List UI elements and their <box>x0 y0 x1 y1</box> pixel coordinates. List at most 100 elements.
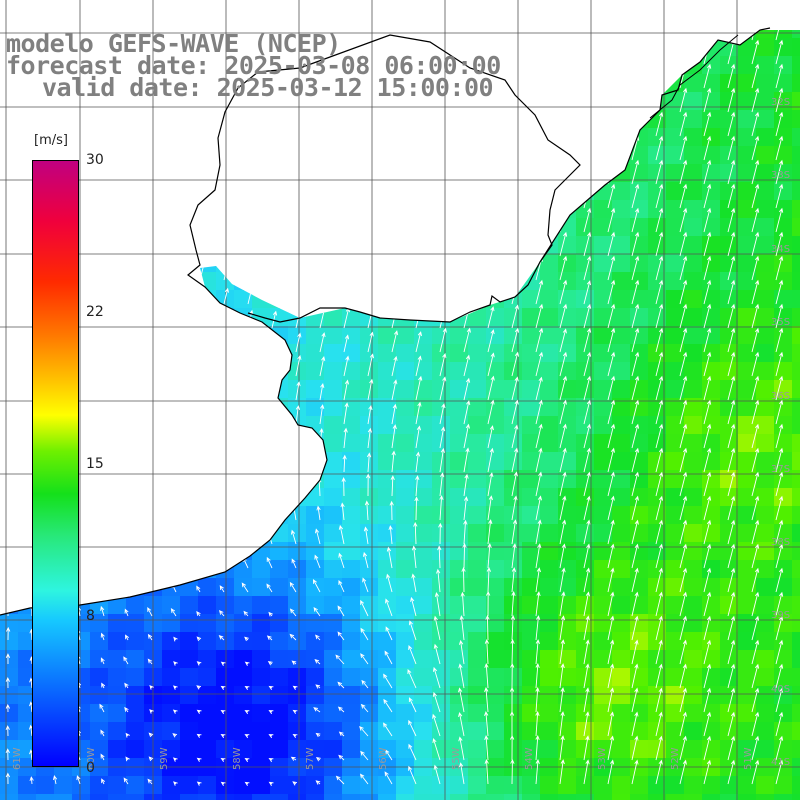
wind-speed-cell <box>468 560 487 579</box>
wind-speed-cell <box>792 56 800 75</box>
wind-speed-cell <box>234 470 253 489</box>
wind-speed-cell <box>720 596 739 615</box>
wind-speed-cell <box>324 236 343 255</box>
wind-arrow <box>559 639 565 665</box>
wind-arrow <box>127 121 133 137</box>
wind-arrow <box>411 545 417 569</box>
wind-speed-cell <box>792 308 800 327</box>
wind-speed-cell <box>558 254 577 273</box>
wind-speed-cell <box>756 524 775 543</box>
wind-arrow <box>366 473 371 497</box>
wind-arrow <box>655 255 664 281</box>
wind-arrow <box>244 734 250 739</box>
wind-speed-cell <box>450 146 469 165</box>
wind-speed-cell <box>0 650 19 669</box>
wind-speed-cell <box>180 524 199 543</box>
wind-speed-cell <box>504 776 523 795</box>
wind-speed-cell <box>522 794 541 800</box>
wind-arrow <box>751 39 760 65</box>
wind-arrow <box>415 255 424 281</box>
wind-speed-cell <box>792 416 800 435</box>
wind-speed-cell <box>432 110 451 129</box>
wind-speed-cell <box>216 200 235 219</box>
wind-arrow <box>559 255 568 281</box>
wind-arrow <box>751 111 760 137</box>
wind-arrow <box>314 528 321 545</box>
wind-speed-cell <box>0 722 19 741</box>
wind-speed-cell <box>756 74 775 93</box>
wind-arrow <box>459 762 465 785</box>
wind-speed-cell <box>666 344 685 363</box>
wind-arrow <box>751 231 760 257</box>
wind-speed-cell <box>468 452 487 471</box>
wind-speed-cell <box>414 578 433 597</box>
wind-speed-cell <box>288 614 307 633</box>
wind-speed-cell <box>360 110 379 129</box>
wind-speed-cell <box>198 128 217 147</box>
wind-arrow <box>432 713 441 737</box>
wind-speed-cell <box>378 524 397 543</box>
wind-speed-cell <box>306 236 325 255</box>
wind-speed-cell <box>612 30 631 39</box>
wind-arrow <box>101 682 106 689</box>
wind-speed-cell <box>378 560 397 579</box>
wind-arrow <box>487 111 496 137</box>
wind-speed-cell <box>342 560 361 579</box>
wind-arrow <box>631 303 640 329</box>
wind-arrow <box>631 111 640 137</box>
wind-speed-cell <box>684 398 703 417</box>
wind-speed-cell <box>252 776 271 795</box>
wind-speed-cell <box>270 218 289 237</box>
wind-speed-cell <box>540 596 559 615</box>
wind-arrow <box>367 378 374 401</box>
wind-arrow <box>338 552 345 569</box>
wind-arrow <box>415 114 423 137</box>
wind-speed-cell <box>270 704 289 723</box>
wind-arrow <box>410 596 417 617</box>
wind-speed-cell <box>738 236 757 255</box>
wind-speed-cell <box>756 128 775 147</box>
latitude-label: 40S <box>771 684 790 695</box>
wind-arrow <box>127 143 134 161</box>
wind-speed-cell <box>198 776 217 795</box>
wind-speed-cell <box>702 776 721 795</box>
wind-arrow <box>415 161 423 185</box>
wind-speed-cell <box>234 416 253 435</box>
wind-speed-cell <box>0 506 19 525</box>
wind-arrow <box>607 39 616 65</box>
wind-speed-cell <box>90 236 109 255</box>
wind-speed-cell <box>234 794 253 800</box>
wind-speed-cell <box>792 380 800 399</box>
wind-speed-cell <box>234 722 253 741</box>
wind-arrow <box>408 719 417 737</box>
wind-speed-cell <box>558 470 577 489</box>
wind-arrow <box>127 168 133 185</box>
wind-speed-cell <box>306 632 325 651</box>
wind-arrow <box>295 141 302 161</box>
wind-speed-cell <box>252 146 271 165</box>
wind-speed-cell <box>234 668 253 687</box>
wind-speed-cell <box>162 308 181 327</box>
wind-speed-cell <box>216 470 235 489</box>
wind-arrow <box>703 687 712 713</box>
wind-arrow <box>509 710 515 737</box>
wind-speed-cell <box>468 398 487 417</box>
wind-arrow <box>751 471 760 497</box>
wind-arrow <box>415 136 424 161</box>
wind-speed-cell <box>198 290 217 309</box>
wind-speed-cell <box>162 434 181 453</box>
wind-speed-cell <box>360 254 379 273</box>
wind-speed-cell <box>252 686 271 705</box>
wind-speed-cell <box>522 344 541 363</box>
wind-arrow <box>631 159 640 185</box>
wind-arrow <box>679 39 688 65</box>
wind-speed-cell <box>792 74 800 93</box>
wind-arrow <box>559 303 568 329</box>
wind-speed-cell <box>198 380 217 399</box>
wind-arrow <box>343 235 351 257</box>
wind-speed-cell <box>792 668 800 687</box>
wind-speed-cell <box>198 416 217 435</box>
wind-speed-cell <box>180 452 199 471</box>
wind-speed-cell <box>504 254 523 273</box>
